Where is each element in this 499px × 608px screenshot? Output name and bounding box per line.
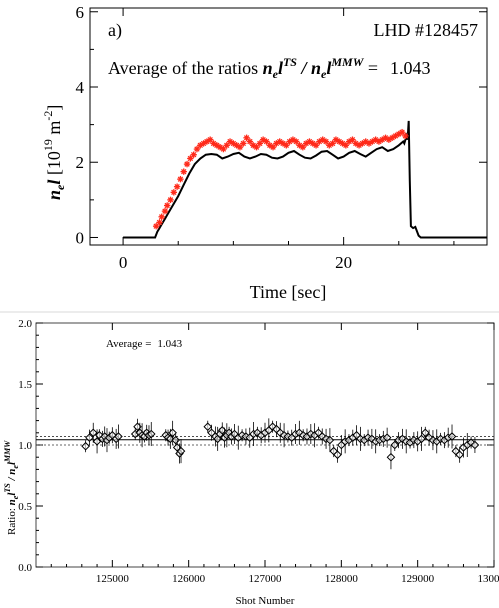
panel-b-point: [325, 428, 335, 453]
panel-b-ticks: 125000 126000 127000 128000 129000 130000 0.0 0…: [18, 318, 499, 585]
panel-b-x-tick-label: 125000: [96, 573, 130, 585]
panel-b-point: [114, 424, 123, 449]
panel-b-average-annotation: Average = 1.043: [106, 338, 183, 350]
panel-b-x-axis-label: Shot Number: [236, 595, 295, 607]
panel-b-point: [447, 424, 457, 449]
panel-b-point: [417, 426, 426, 451]
panel-b-point: [386, 445, 396, 470]
panel-b-point: [455, 446, 464, 463]
panel-b-point: [176, 439, 186, 464]
panel-b-point: [398, 428, 407, 449]
panel-a-red-point: [190, 151, 197, 158]
panel-a-red-point: [167, 196, 174, 204]
panel-b-y-tick-label: 0.5: [18, 501, 32, 513]
panel-a-y-tick-label: 0: [76, 228, 85, 247]
panel-b-point: [203, 420, 213, 433]
panel-a-red-point: [173, 183, 181, 190]
panel-b-point: [382, 427, 392, 448]
panel-b-point: [253, 426, 262, 439]
panel-a-black-line: [123, 120, 487, 239]
panel-b-point: [275, 422, 285, 443]
panel-a-label: a): [108, 20, 122, 41]
panel-a-red-point: [240, 140, 247, 147]
panel-b-point: [81, 440, 90, 453]
panel-b-point: [390, 439, 400, 451]
panel-a-red-point: [156, 219, 163, 226]
panel-b-x-tick-label: 129000: [401, 573, 435, 585]
panel-a-y-axis-label: nel [1019 m-2]: [41, 105, 67, 200]
panel-a-red-point: [180, 168, 187, 175]
panel-a-red-point: [246, 138, 254, 145]
panel-a-red-point: [170, 189, 178, 196]
panel-a-ticks: 0 20 0 2 4 6: [76, 3, 487, 272]
panel-a-y-tick-label: 2: [76, 153, 85, 172]
panel-a-red-point: [392, 132, 399, 140]
panel-a-red-point: [161, 207, 169, 215]
panel-a-x-tick-label: 0: [119, 253, 128, 272]
panel-a-x-tick-label: 20: [335, 253, 352, 272]
panel-b: 125000 126000 127000 128000 129000 130000 0.0 0…: [0, 311, 499, 607]
panel-b-point: [420, 426, 430, 439]
panel-b-point: [470, 437, 480, 453]
panel-b-point: [352, 425, 361, 446]
panel-a-red-point: [183, 160, 191, 168]
panel-b-point: [146, 422, 156, 447]
panel-b-x-tick-label: 130000: [478, 573, 499, 585]
panel-a-y-tick-label: 6: [76, 3, 85, 22]
panel-a: 0 20 0 2 4 6 a) LHD #128457 Average of the ra…: [41, 3, 488, 302]
panel-b-y-tick-label: 0.0: [18, 562, 32, 574]
panel-b-y-tick-label: 1.0: [18, 440, 32, 452]
panel-a-red-point: [163, 202, 171, 209]
panel-b-x-tick-label: 128000: [325, 573, 359, 585]
panel-b-y-axis-label: Ratio: nelTS / nelMMW: [3, 440, 20, 535]
panel-a-shot-label: LHD #128457: [374, 20, 479, 40]
panel-a-red-point: [177, 175, 184, 183]
panel-b-point: [424, 429, 434, 446]
panel-b-point: [88, 422, 98, 443]
panel-a-red-point: [402, 132, 409, 140]
panel-a-annotation: Average of the ratios nelTS / nelMMW = 1.…: [108, 55, 431, 81]
panel-a-red-point: [158, 213, 165, 220]
panel-b-y-tick-label: 1.5: [18, 379, 32, 391]
panel-b-point: [333, 446, 342, 463]
panel-b-point: [230, 424, 239, 445]
panel-b-x-tick-label: 127000: [249, 573, 283, 585]
panel-b-point: [367, 428, 377, 449]
panel-a-red-point: [243, 134, 250, 141]
panel-a-red-point: [398, 128, 406, 136]
panel-a-series-black: [123, 120, 487, 239]
panel-b-point: [171, 434, 180, 447]
panel-a-x-axis-label: Time [sec]: [250, 282, 327, 302]
panel-a-frame: [89, 7, 488, 246]
panel-b-y-tick-label: 2.0: [18, 318, 32, 330]
panel-a-red-point: [385, 136, 393, 143]
panel-b-x-tick-label: 126000: [172, 573, 206, 585]
panel-a-series-red: [152, 128, 409, 230]
panel-a-y-tick-label: 4: [76, 78, 85, 97]
panel-b-point: [264, 418, 274, 443]
panel-b-series: [81, 418, 480, 470]
